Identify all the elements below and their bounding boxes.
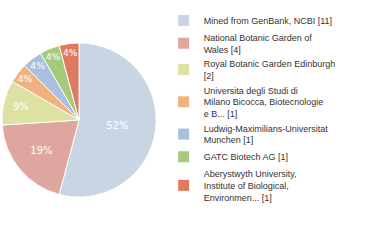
svg-text:Aberystwyth University,Institu: Aberystwyth University,Institute of Biol… bbox=[204, 169, 297, 202]
svg-text:Universita degli Studi diMilan: Universita degli Studi diMilano Bicocca,… bbox=[204, 86, 324, 119]
svg-text:4%: 4% bbox=[18, 73, 33, 84]
svg-text:19%: 19% bbox=[30, 145, 52, 156]
svg-text:52%: 52% bbox=[106, 120, 128, 131]
svg-text:Ludwig-Maximilians-Universitat: Ludwig-Maximilians-UniversitatMunchen [1… bbox=[204, 124, 329, 146]
svg-text:GATC Biotech AG [1]: GATC Biotech AG [1] bbox=[204, 152, 288, 162]
svg-text:Royal Botanic Garden Edinburgh: Royal Botanic Garden Edinburgh[2] bbox=[204, 59, 336, 81]
svg-text:Mined from GenBank, NCBI [11]: Mined from GenBank, NCBI [11] bbox=[204, 16, 332, 26]
svg-text:4%: 4% bbox=[30, 60, 45, 71]
svg-text:4%: 4% bbox=[63, 47, 78, 58]
svg-text:National Botanic Garden ofWale: National Botanic Garden ofWales [4] bbox=[204, 33, 313, 55]
svg-text:9%: 9% bbox=[13, 101, 29, 112]
svg-text:4%: 4% bbox=[46, 51, 61, 62]
